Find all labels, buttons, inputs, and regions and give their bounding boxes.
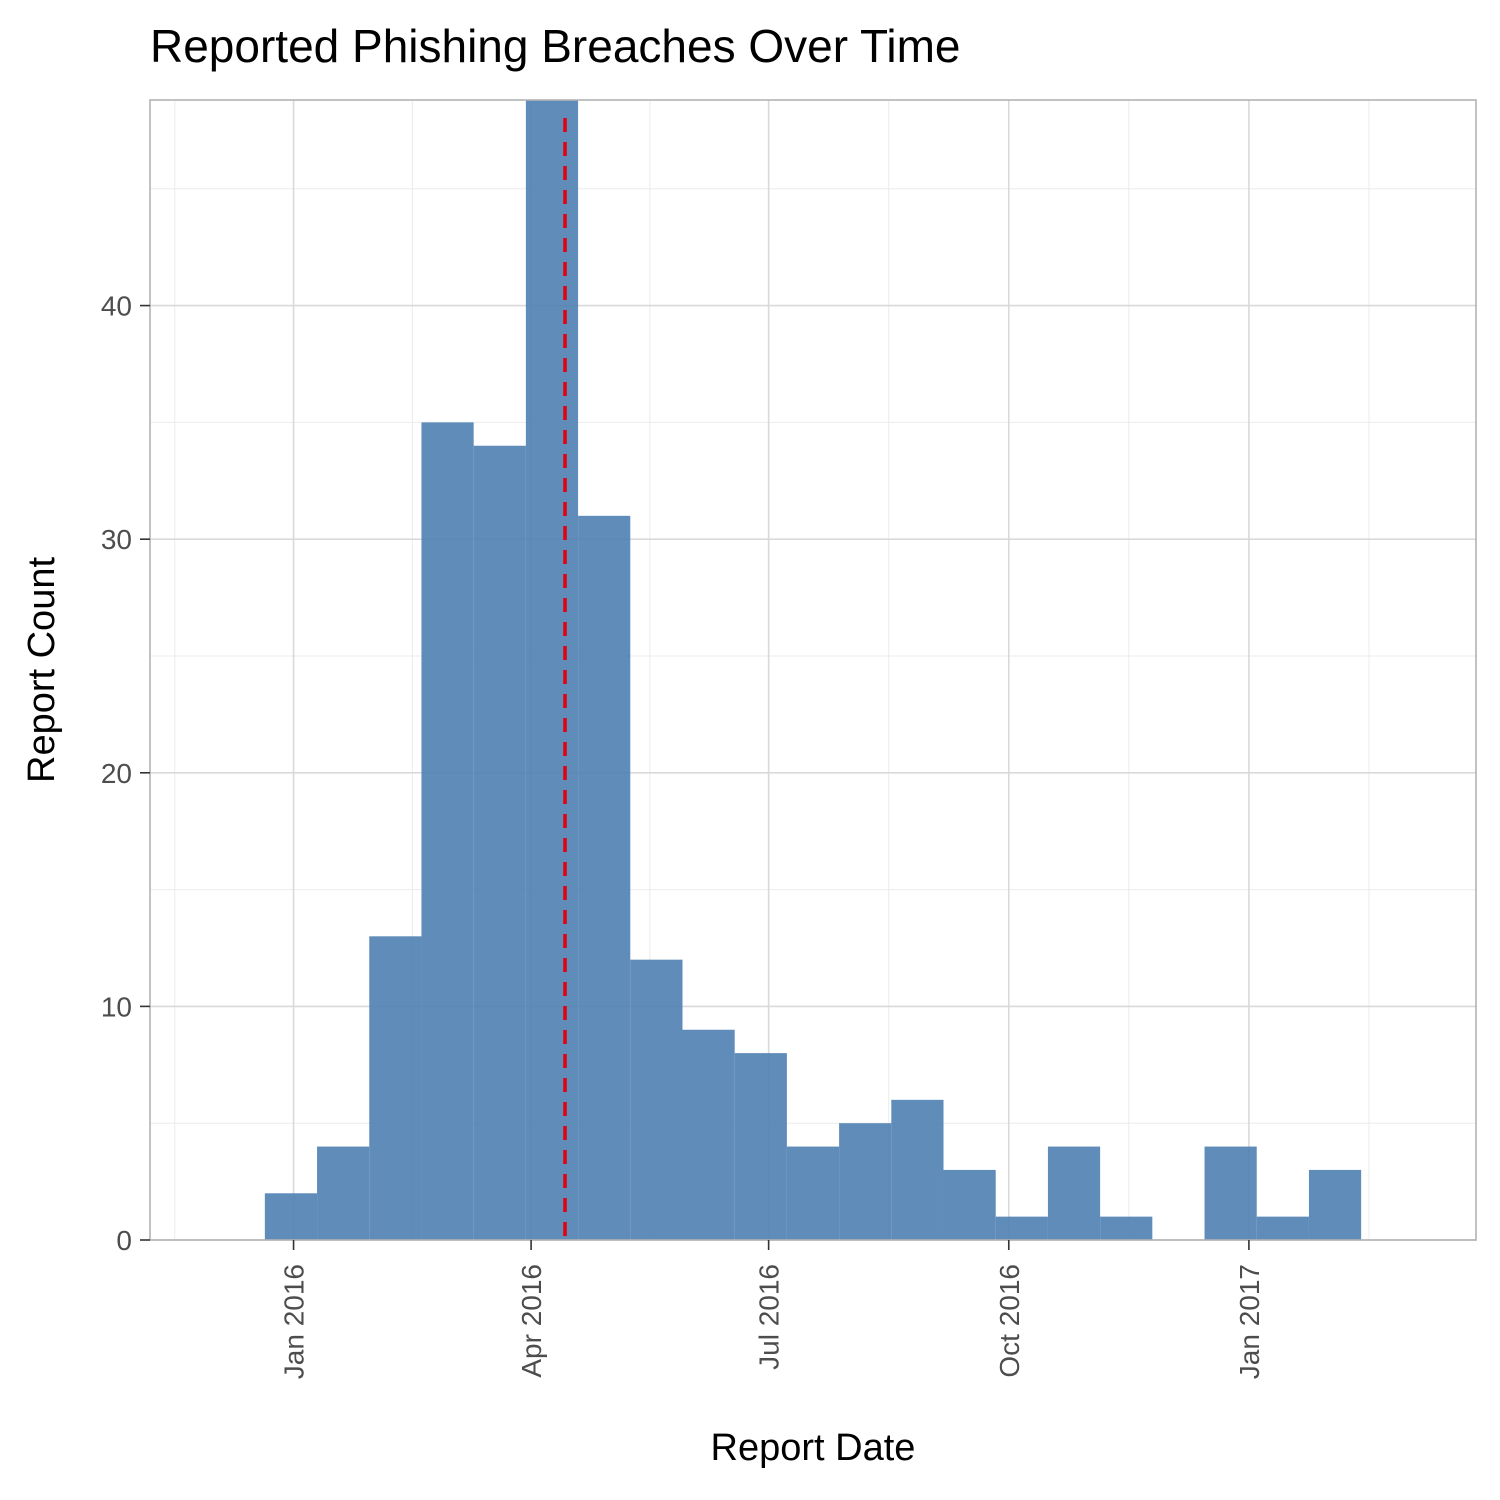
plot-panel-border	[149, 99, 1477, 1241]
histogram-bar	[630, 959, 683, 1240]
y-tick-label: 20	[101, 758, 132, 789]
histogram-bar	[1256, 1216, 1309, 1240]
histogram-bar	[421, 422, 474, 1240]
x-tick-label: Apr 2016	[516, 1264, 547, 1378]
histogram-bar	[317, 1146, 370, 1240]
x-tick-label: Jan 2017	[1234, 1264, 1265, 1379]
chart-title: Reported Phishing Breaches Over Time	[150, 20, 961, 72]
histogram-bar	[786, 1146, 840, 1240]
histogram-bar	[473, 445, 526, 1241]
histogram-bar	[943, 1169, 996, 1240]
histogram-bar	[995, 1216, 1048, 1240]
x-tick-label: Oct 2016	[994, 1264, 1025, 1378]
histogram-bar	[1308, 1169, 1362, 1240]
histogram-bar	[264, 1193, 318, 1240]
y-tick-label: 10	[101, 991, 132, 1022]
histogram-bar	[578, 515, 631, 1240]
histogram-bar	[839, 1123, 892, 1240]
histogram-bar	[734, 1053, 787, 1240]
y-axis-tick-labels: 0 10 20 30 40	[101, 291, 132, 1256]
histogram-bar	[1047, 1146, 1101, 1240]
histogram-bar	[1100, 1216, 1153, 1240]
x-axis-tick-labels: Jan 2016 Apr 2016 Jul 2016 Oct 2016 Jan 2017	[279, 1264, 1265, 1379]
y-axis-title: Report Count	[21, 557, 63, 783]
x-tick-label: Jan 2016	[279, 1264, 310, 1379]
histogram-bar	[1204, 1146, 1257, 1240]
y-tick-label: 0	[116, 1225, 132, 1256]
histogram-bars	[264, 100, 1362, 1241]
histogram-bar	[891, 1099, 944, 1240]
x-axis-title: Report Date	[711, 1427, 916, 1469]
axis-ticks	[140, 304, 1250, 1250]
y-tick-label: 40	[101, 291, 132, 322]
histogram-bar	[369, 936, 422, 1240]
histogram-bar	[525, 100, 579, 1240]
y-tick-label: 30	[101, 524, 132, 555]
grid-lines	[150, 100, 1476, 1241]
x-tick-label: Jul 2016	[754, 1264, 785, 1370]
histogram-bar	[682, 1029, 735, 1240]
